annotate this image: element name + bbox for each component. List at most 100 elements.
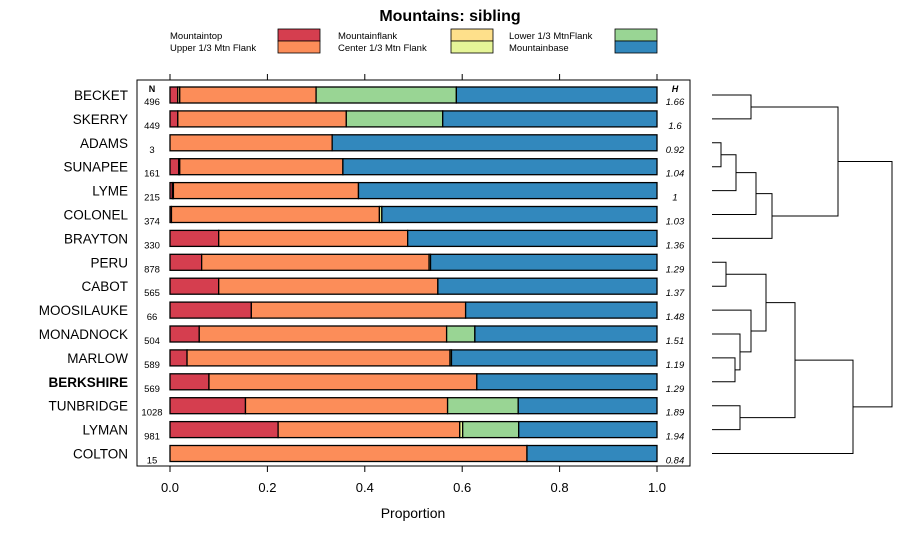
- bar-segment: [218, 229, 409, 248]
- legend-label-3: Upper 1/3 Mtn Flank: [170, 43, 256, 54]
- x-axis-label: Proportion: [381, 505, 446, 521]
- bar-row: PERU 878 1.29: [90, 253, 685, 275]
- bar-segment: [462, 420, 520, 439]
- bar-segment: [169, 110, 179, 128]
- bar-segment: [315, 86, 458, 104]
- x-tick-label-3: 0.6: [453, 480, 471, 495]
- bar-segment: [169, 349, 188, 367]
- row-n-value: 504: [144, 336, 160, 347]
- bar-segment: [169, 134, 333, 152]
- bar-segment: [201, 253, 430, 271]
- row-h-value: 1.48: [666, 312, 685, 323]
- row-n-value: 589: [144, 360, 160, 371]
- bar-segment: [476, 373, 658, 391]
- row-h-value: 1.37: [666, 288, 685, 299]
- bar-row: LYMAN 981 1.94: [82, 420, 685, 443]
- row-h-value: 1.29: [666, 384, 685, 395]
- legend: Mountaintop Mountainflank Lower 1/3 MtnFla…: [170, 28, 658, 54]
- bar-segment: [250, 301, 467, 319]
- row-label: LYME: [92, 184, 128, 199]
- row-n-value: 878: [144, 264, 160, 275]
- bar-segment: [381, 205, 658, 224]
- dendrogram-link: [712, 193, 773, 239]
- bar-row: COLONEL 374 1.03: [63, 205, 685, 228]
- row-n-value: 215: [144, 193, 160, 204]
- bar-segment: [169, 277, 220, 295]
- bar-segment: [179, 86, 317, 104]
- bar-segment: [172, 181, 360, 200]
- row-n-value: 449: [144, 121, 160, 132]
- h-column-header: H: [672, 84, 679, 94]
- dendrogram-link: [726, 273, 767, 332]
- row-n-value: 374: [144, 217, 160, 228]
- bar-segment: [342, 158, 658, 176]
- bar-row: ADAMS 3 0.92: [80, 134, 685, 156]
- dendrogram-link: [712, 359, 854, 454]
- bar-row: BERKSHIRE 569 1.29: [48, 373, 685, 395]
- row-n-value: 3: [149, 145, 154, 156]
- row-h-value: 1.89: [666, 408, 685, 419]
- bar-segment: [455, 86, 658, 104]
- legend-label-0: Mountaintop: [170, 31, 222, 42]
- bar-segment: [169, 301, 252, 319]
- row-h-value: 1.51: [666, 336, 685, 347]
- bar-segment: [357, 181, 658, 200]
- bar-segment: [450, 349, 658, 367]
- bar-segment: [277, 420, 461, 439]
- bar-segment: [179, 158, 344, 176]
- row-h-value: 1.94: [666, 432, 685, 443]
- x-tick-label-1: 0.2: [258, 480, 276, 495]
- row-label: BECKET: [74, 88, 128, 103]
- dendrogram-link: [712, 261, 727, 287]
- row-n-value: 330: [144, 240, 160, 251]
- x-tick-label-0: 0.0: [161, 480, 179, 495]
- row-label: TUNBRIDGE: [48, 399, 128, 414]
- legend-label-4: Center 1/3 Mtn Flank: [338, 43, 427, 54]
- bar-row: BECKET 496 1.66: [74, 86, 685, 108]
- row-h-value: 1.66: [666, 97, 685, 108]
- row-label: ADAMS: [80, 136, 128, 151]
- row-label: SUNAPEE: [63, 160, 128, 175]
- bar-rows: BECKET 496 1.66 SKERRY 449 1.6 ADAMS 3 0.92 SUNAP…: [39, 86, 685, 467]
- row-n-value: 161: [144, 169, 160, 180]
- row-label: PERU: [90, 255, 128, 270]
- row-label: MOOSILAUKE: [39, 303, 128, 318]
- bar-segment: [446, 397, 519, 415]
- row-n-value: 66: [147, 312, 158, 323]
- legend-swatch-1: [450, 28, 494, 42]
- bar-segment: [186, 349, 451, 367]
- row-h-value: 1.03: [666, 217, 685, 228]
- row-label: COLTON: [73, 447, 128, 462]
- bar-segment: [170, 205, 381, 224]
- bar-segment: [169, 325, 200, 343]
- dendrogram-link: [740, 302, 796, 419]
- dendrogram-link: [712, 357, 736, 383]
- bar-segment: [445, 325, 476, 343]
- legend-swatch-2: [614, 28, 658, 42]
- bar-segment: [169, 86, 179, 104]
- legend-swatch-3: [277, 40, 321, 54]
- row-n-value: 565: [144, 288, 160, 299]
- bar-segment: [407, 229, 658, 248]
- bar-segment: [442, 110, 658, 128]
- dendrogram-link: [838, 160, 893, 408]
- bar-segment: [429, 253, 658, 271]
- bar-segment: [464, 301, 658, 319]
- row-label: BRAYTON: [64, 231, 128, 246]
- legend-swatch-0: [277, 28, 321, 42]
- bar-row: MOOSILAUKE 66 1.48: [39, 301, 685, 323]
- dendrogram-link: [712, 333, 741, 371]
- dendrogram-link: [712, 142, 722, 168]
- row-h-value: 1.6: [668, 121, 682, 132]
- dendrogram-link: [712, 172, 757, 215]
- bar-segment: [177, 110, 347, 128]
- row-h-value: 1.19: [666, 360, 685, 371]
- row-label: LYMAN: [82, 423, 128, 438]
- bar-row: CABOT 565 1.37: [81, 277, 685, 299]
- bar-segment: [331, 134, 658, 152]
- bar-segment: [517, 397, 658, 415]
- bar-segment: [345, 110, 444, 128]
- x-tick-label-4: 0.8: [551, 480, 569, 495]
- dendrogram: [712, 94, 893, 454]
- row-h-value: 1.36: [666, 240, 685, 251]
